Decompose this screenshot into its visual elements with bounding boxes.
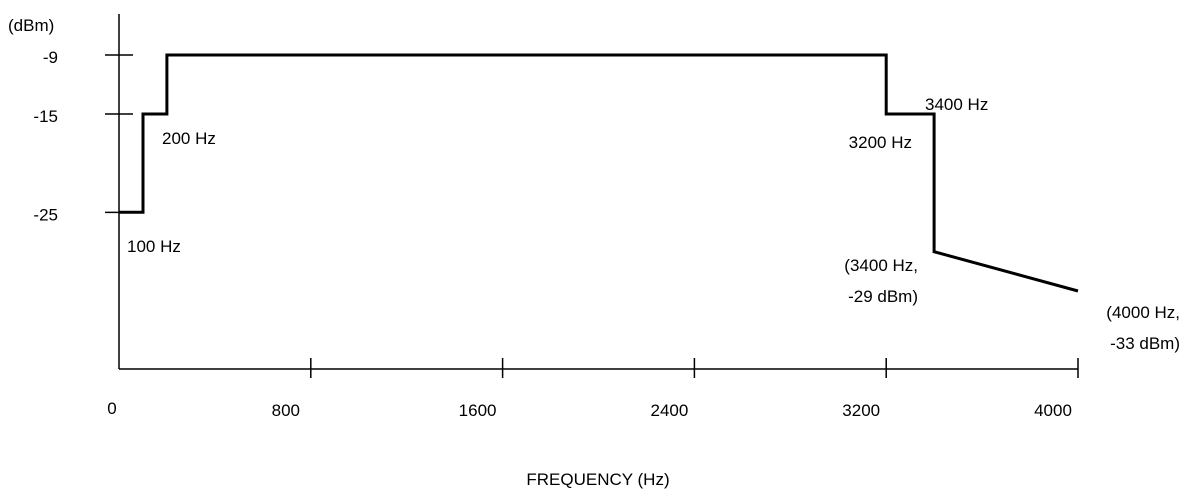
annotation-label: (4000 Hz, bbox=[1106, 303, 1180, 322]
x-tick-label: 3200 bbox=[842, 401, 880, 420]
x-tick-label: 2400 bbox=[650, 401, 688, 420]
axes bbox=[118, 14, 1078, 370]
annotation-label: 3400 Hz bbox=[925, 95, 988, 114]
annotation-label: 200 Hz bbox=[162, 129, 216, 148]
labels: (dBm) FREQUENCY (Hz) bbox=[8, 16, 670, 489]
ticks: 0 800 1600 2400 3200 4000 -9 -15 -25 bbox=[33, 48, 1079, 420]
mask-line bbox=[119, 53, 1079, 293]
annotation-label: 100 Hz bbox=[127, 237, 181, 256]
annotation-label: (3400 Hz, bbox=[844, 256, 918, 275]
series bbox=[119, 53, 1079, 293]
annotation-label: -29 dBm) bbox=[848, 287, 918, 306]
y-axis-label: (dBm) bbox=[8, 16, 54, 35]
annotation-label: -33 dBm) bbox=[1110, 334, 1180, 353]
x-tick-label: 4000 bbox=[1034, 401, 1072, 420]
y-tick-label: -15 bbox=[33, 107, 58, 126]
x-axis-label: FREQUENCY (Hz) bbox=[526, 470, 669, 489]
y-tick-label: -9 bbox=[43, 48, 58, 67]
x-tick-label: 800 bbox=[272, 401, 300, 420]
annotations: 100 Hz 200 Hz 3200 Hz 3400 Hz (3400 Hz, -29 d… bbox=[127, 95, 1180, 353]
x-tick-label: 1600 bbox=[459, 401, 497, 420]
y-tick-label: -25 bbox=[33, 205, 58, 224]
x-tick-label: 0 bbox=[107, 399, 116, 418]
annotation-label: 3200 Hz bbox=[849, 133, 912, 152]
